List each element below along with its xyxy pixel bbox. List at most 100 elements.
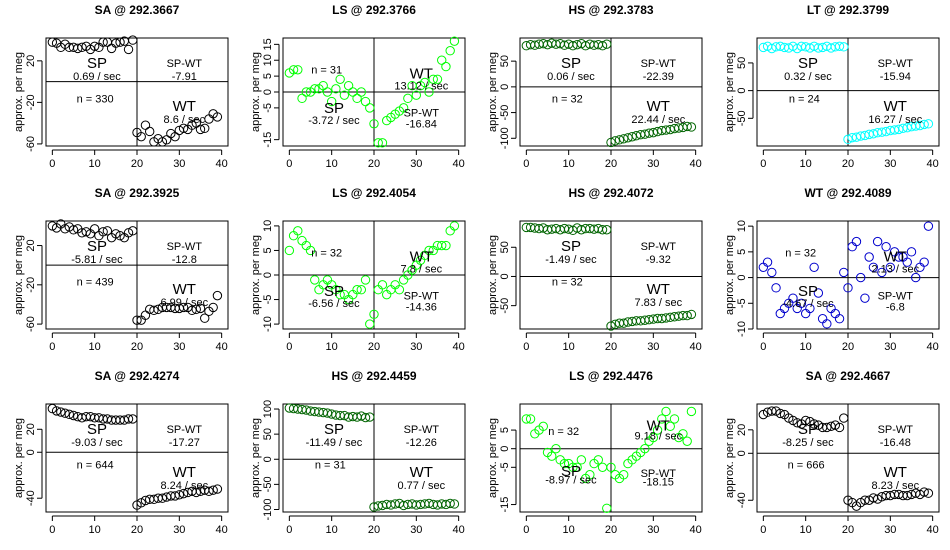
x-tick-label: 10 bbox=[326, 341, 338, 353]
y-tick-label: -50 bbox=[499, 105, 511, 121]
data-point bbox=[140, 120, 151, 130]
data-point bbox=[68, 225, 79, 235]
n-count-label: n = 644 bbox=[77, 459, 114, 471]
spwt-value-label: -12.26 bbox=[406, 437, 437, 449]
wt-rate-label: 7.83 / sec bbox=[634, 297, 682, 309]
data-point bbox=[178, 488, 189, 499]
spwt-value-label: -12.8 bbox=[172, 254, 197, 266]
y-tick-label: 10 bbox=[736, 220, 748, 232]
data-point bbox=[174, 490, 185, 500]
spwt-label: SP-WT bbox=[167, 424, 203, 436]
y-tick-label: 5 bbox=[736, 249, 748, 255]
y-tick-label: 10 bbox=[262, 54, 274, 66]
data-point bbox=[559, 458, 570, 469]
data-point bbox=[178, 302, 189, 313]
data-point bbox=[128, 226, 138, 236]
x-tick-label: 40 bbox=[690, 158, 702, 170]
panel-title: HS @ 292.3783 bbox=[568, 3, 653, 17]
sp-label: SP bbox=[798, 55, 818, 72]
data-point bbox=[60, 408, 70, 418]
data-point bbox=[132, 315, 142, 325]
y-tick-label: 20 bbox=[25, 55, 37, 67]
data-point bbox=[648, 127, 659, 138]
data-point bbox=[56, 407, 66, 417]
x-tick-label: 20 bbox=[605, 158, 617, 170]
sp-rate-label: -9.03 / sec bbox=[71, 437, 123, 449]
wt-label: WT bbox=[884, 249, 907, 266]
sp-rate-label: 0.69 / sec bbox=[73, 71, 121, 83]
data-point bbox=[318, 80, 328, 91]
data-point bbox=[339, 90, 350, 100]
x-tick-label: 40 bbox=[690, 524, 702, 536]
y-tick-label: 100 bbox=[262, 400, 274, 418]
x-tick-label: 40 bbox=[927, 524, 939, 536]
x-tick-label: 10 bbox=[89, 524, 101, 536]
data-point bbox=[208, 485, 218, 495]
y-tick-label: -50 bbox=[262, 476, 274, 492]
y-tick-label: 0 bbox=[499, 446, 511, 452]
x-tick-label: 0 bbox=[760, 158, 766, 170]
data-point bbox=[128, 35, 138, 45]
sp-label: SP bbox=[324, 421, 344, 438]
sp-label: SP bbox=[798, 283, 818, 300]
data-point bbox=[648, 432, 659, 443]
sp-rate-label: 0.32 / sec bbox=[784, 71, 832, 83]
data-point bbox=[792, 418, 802, 428]
data-point bbox=[851, 236, 862, 247]
data-point bbox=[906, 247, 917, 257]
wt-rate-label: 9.18 / sec bbox=[634, 430, 682, 442]
panel-title: HS @ 292.4072 bbox=[568, 186, 653, 200]
data-point bbox=[652, 425, 663, 435]
data-point bbox=[356, 87, 367, 97]
data-point bbox=[293, 226, 303, 236]
sp-label: SP bbox=[324, 283, 344, 300]
x-tick-label: 20 bbox=[131, 524, 143, 536]
spwt-value-label: -6.8 bbox=[886, 301, 905, 313]
data-point bbox=[923, 221, 934, 231]
spwt-label: SP-WT bbox=[641, 468, 677, 480]
y-axis-label: approx. per meg bbox=[724, 52, 736, 132]
spwt-label: SP-WT bbox=[404, 424, 440, 436]
wt-label: WT bbox=[410, 464, 433, 481]
data-point bbox=[762, 257, 773, 267]
data-point bbox=[128, 414, 138, 424]
panel-title: LT @ 292.3799 bbox=[807, 3, 890, 17]
wt-label: WT bbox=[173, 98, 196, 115]
data-point bbox=[614, 135, 625, 145]
data-point bbox=[449, 499, 460, 509]
wt-label: WT bbox=[647, 281, 670, 298]
x-tick-label: 20 bbox=[842, 341, 854, 353]
data-point bbox=[568, 462, 578, 473]
data-point bbox=[521, 414, 532, 424]
data-point bbox=[623, 133, 633, 143]
data-point bbox=[157, 493, 168, 503]
x-tick-label: 30 bbox=[173, 341, 185, 353]
spwt-label: SP-WT bbox=[641, 58, 677, 70]
x-tick-label: 0 bbox=[49, 158, 55, 170]
data-point bbox=[149, 305, 159, 316]
data-point bbox=[204, 114, 214, 124]
data-point bbox=[195, 124, 206, 135]
spwt-label: SP-WT bbox=[878, 424, 914, 436]
data-point bbox=[767, 267, 777, 278]
data-point bbox=[178, 123, 189, 134]
n-count-label: n = 31 bbox=[311, 64, 342, 76]
data-point bbox=[610, 136, 620, 146]
data-point bbox=[73, 43, 83, 54]
data-point bbox=[800, 308, 811, 319]
x-tick-label: 20 bbox=[368, 341, 380, 353]
y-axis-label: approx. per meg bbox=[487, 52, 499, 132]
y-axis-label: approx. per meg bbox=[250, 235, 262, 315]
sp-rate-label: -6.56 / sec bbox=[308, 298, 360, 310]
data-point bbox=[77, 42, 87, 53]
data-point bbox=[678, 429, 688, 439]
data-point bbox=[394, 285, 405, 295]
y-axis-label: approx. per meg bbox=[487, 418, 499, 498]
data-point bbox=[881, 242, 891, 252]
data-point bbox=[111, 38, 121, 48]
data-point bbox=[365, 412, 375, 422]
y-tick-label: 15 bbox=[262, 38, 274, 50]
x-tick-label: 10 bbox=[326, 158, 338, 170]
data-point bbox=[817, 314, 828, 324]
y-tick-label: -5 bbox=[736, 298, 748, 308]
